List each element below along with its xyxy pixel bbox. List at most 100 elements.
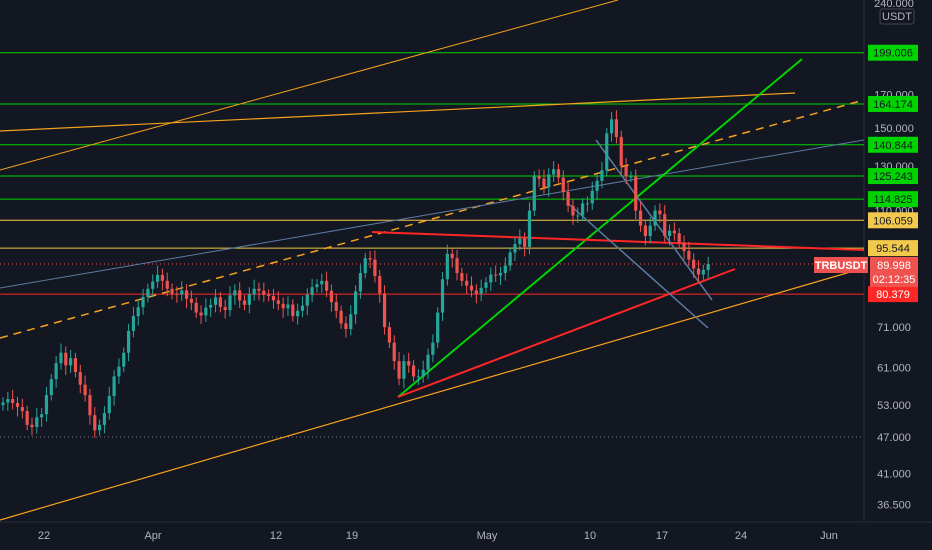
- green-trendline: [397, 58, 803, 398]
- candle-body: [305, 294, 309, 306]
- resistance-orange-line: [0, 92, 796, 132]
- candle-body: [619, 137, 623, 167]
- candle-body: [281, 303, 285, 309]
- candle-body: [54, 363, 58, 380]
- candle-body: [69, 358, 73, 366]
- price-tag-box: [868, 212, 918, 229]
- candle-body: [696, 268, 701, 275]
- bar-countdown: 02:12:35: [873, 274, 916, 286]
- price-tag-label: 164.174: [873, 99, 913, 111]
- price-tag-label: 114.825: [874, 194, 913, 206]
- candle-body: [329, 290, 334, 303]
- candle-body: [339, 310, 343, 324]
- candle-body: [561, 177, 565, 192]
- candle-body: [527, 210, 532, 247]
- candle-body: [209, 304, 213, 308]
- candle-body: [532, 176, 536, 211]
- candle-body: [378, 276, 382, 294]
- candle-body: [450, 253, 454, 259]
- candle-body: [117, 366, 121, 377]
- candle-body: [460, 273, 464, 281]
- candle-body: [614, 119, 619, 138]
- price-tick-label: 47.000: [877, 432, 911, 444]
- time-tick-label: 17: [656, 530, 668, 542]
- candle-body: [547, 174, 551, 188]
- candle-body: [199, 312, 203, 316]
- price-tag-label: 95.544: [876, 243, 910, 255]
- candle-body: [624, 166, 628, 177]
- candle-body: [581, 203, 585, 216]
- time-tick-label: 22: [38, 530, 50, 542]
- price-tick-label: 240.000: [874, 0, 914, 10]
- candle-body: [242, 300, 247, 305]
- candle-body: [160, 274, 164, 281]
- candle-body: [474, 290, 478, 294]
- candle-body: [184, 290, 189, 299]
- candle-body: [363, 258, 367, 274]
- horizontal-levels[interactable]: [0, 52, 864, 438]
- last-price-marker: TRBUSDT 89.998 02:12:35: [814, 257, 918, 287]
- candle-body: [503, 265, 507, 274]
- candle-body: [571, 205, 575, 216]
- time-tick-label: Apr: [144, 530, 161, 542]
- blue-trendline: [0, 139, 865, 289]
- candle-body: [585, 203, 590, 205]
- time-tick-label: Jun: [820, 530, 838, 542]
- candle-body: [291, 304, 295, 317]
- price-tick-label: 71.000: [877, 322, 911, 334]
- candle-body: [20, 407, 24, 412]
- price-tag-label: 140.844: [873, 140, 913, 152]
- candle-body: [436, 312, 440, 343]
- candle-body: [247, 294, 251, 305]
- candle-body: [30, 424, 34, 427]
- candlestick-series: [1, 110, 710, 438]
- candle-body: [175, 293, 179, 295]
- lower-orange-channel: [0, 267, 865, 521]
- candle-body: [180, 290, 184, 295]
- candle-body: [257, 288, 261, 291]
- candle-body: [701, 269, 705, 275]
- candle-body: [479, 287, 483, 294]
- price-tag-box: [868, 168, 918, 185]
- candle-body: [523, 238, 527, 247]
- price-tag-box: [868, 44, 918, 61]
- price-tag-label: 80.379: [876, 289, 910, 301]
- candle-body: [368, 258, 372, 260]
- time-tick-label: 12: [270, 530, 282, 542]
- candle-body: [286, 304, 290, 309]
- candle-body: [213, 297, 218, 305]
- candle-body: [334, 302, 338, 311]
- candle-body: [349, 314, 353, 330]
- candle-body: [223, 306, 227, 311]
- candle-body: [469, 285, 474, 291]
- candle-body: [426, 354, 430, 370]
- trendlines[interactable]: [0, 0, 865, 521]
- candle-body: [677, 233, 681, 243]
- candle-body: [600, 170, 604, 181]
- candle-body: [692, 259, 696, 269]
- candle-body: [155, 274, 160, 282]
- price-tag-label: 199.006: [873, 48, 913, 60]
- candle-body: [93, 415, 97, 431]
- candle-body: [508, 252, 512, 266]
- price-tag-box: [868, 191, 918, 208]
- ticker-tag: [814, 257, 868, 273]
- candle-body: [73, 358, 78, 372]
- candle-body: [411, 365, 416, 377]
- candle-body: [595, 180, 599, 191]
- candle-body: [402, 361, 406, 379]
- candle-body: [107, 396, 111, 414]
- candle-body: [102, 413, 107, 425]
- candle-body: [218, 297, 222, 307]
- candle-body: [296, 310, 300, 317]
- candle-body: [440, 279, 445, 313]
- candle-body: [83, 384, 87, 396]
- price-tag-box: [868, 136, 918, 153]
- candle-body: [537, 176, 541, 179]
- candle-body: [78, 371, 82, 385]
- candle-body: [605, 133, 609, 171]
- candle-body: [122, 352, 126, 367]
- time-axis[interactable]: 22 Apr 12 19 May 10 17 24 Jun: [38, 530, 838, 542]
- candle-body: [35, 417, 39, 427]
